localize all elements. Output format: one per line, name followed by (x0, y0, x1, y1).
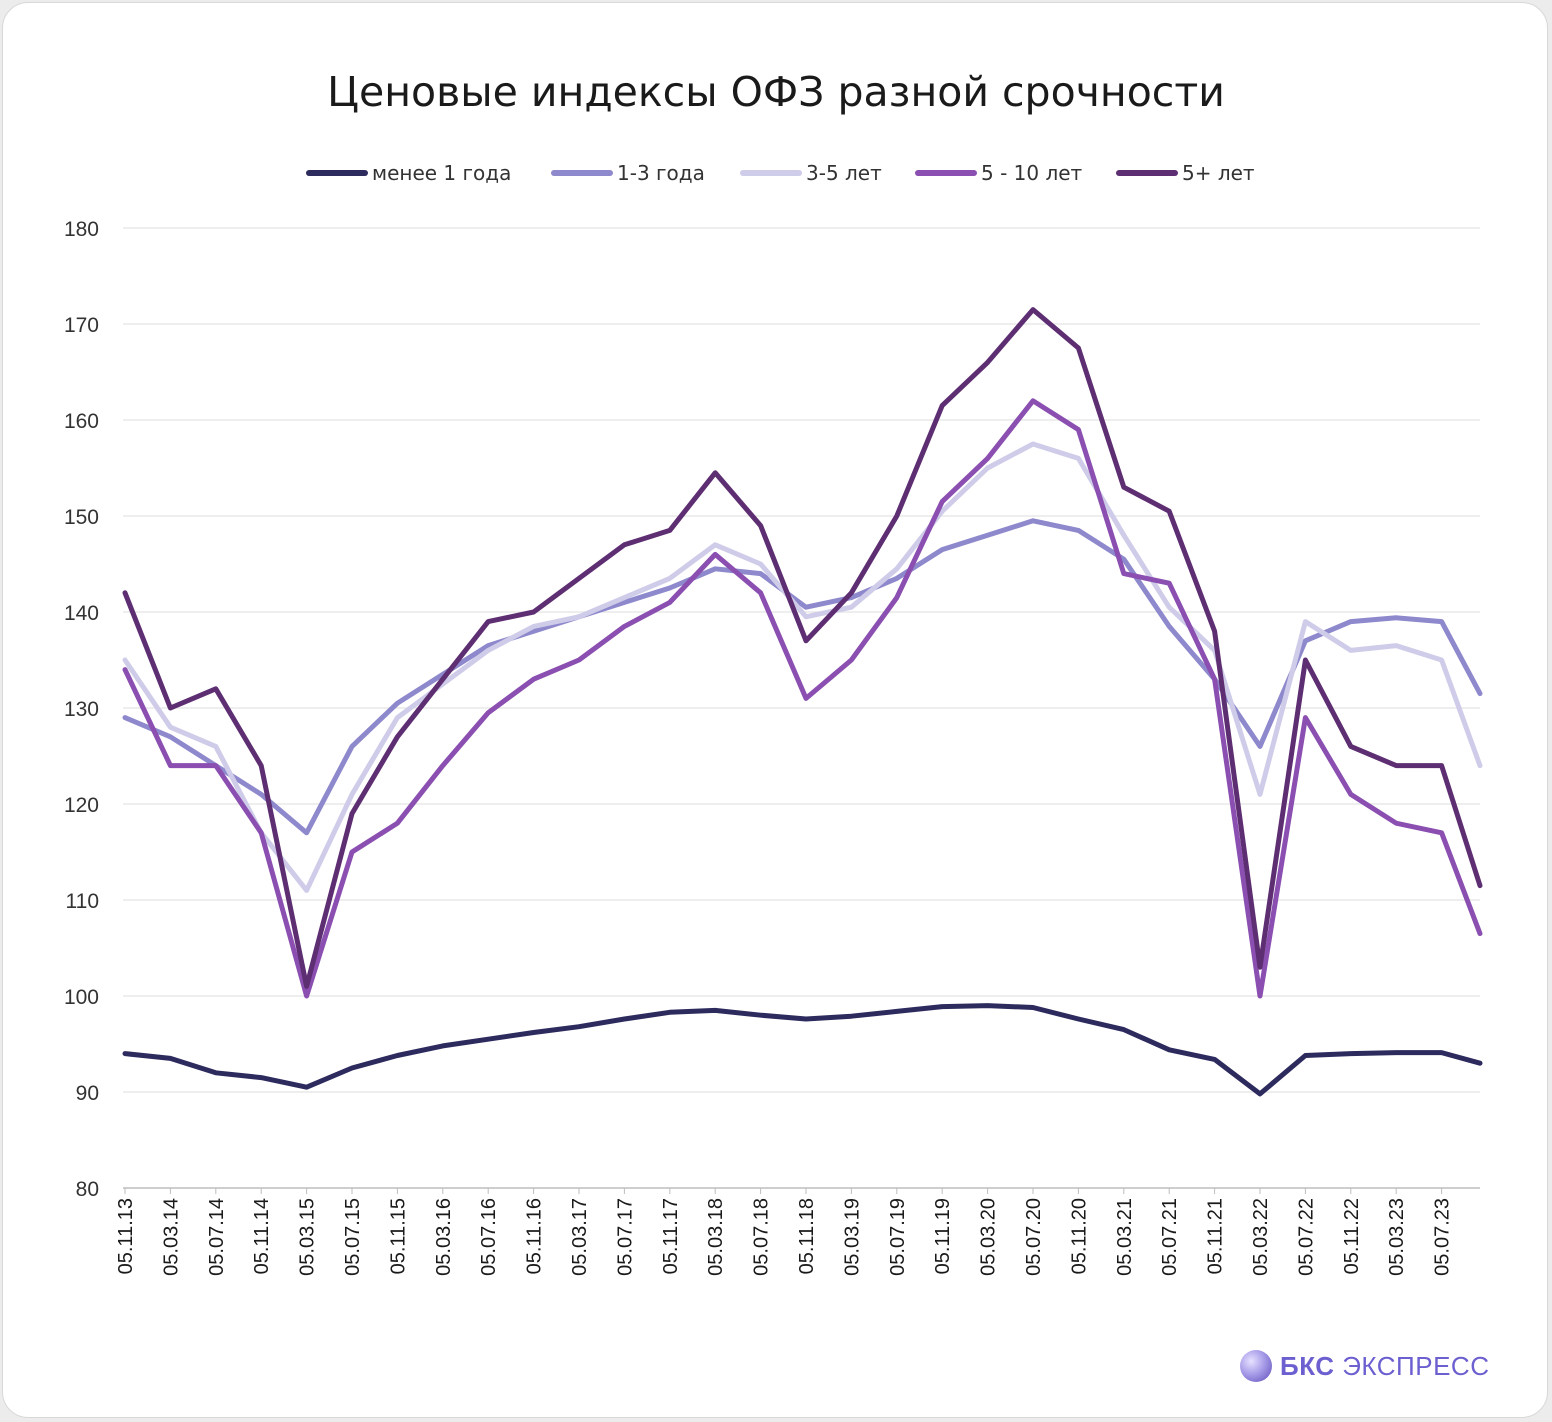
legend-swatch-s2 (740, 170, 802, 176)
x-tick-label: 05.07.18 (751, 1198, 773, 1276)
legend-item-s3: 5 - 10 лет (915, 158, 1082, 188)
legend-label-s4: 5+ лет (1182, 161, 1255, 185)
y-tick-label: 180 (64, 218, 99, 241)
x-tick-label: 05.07.15 (342, 1198, 364, 1276)
x-tick-label: 05.03.17 (569, 1198, 591, 1276)
brand-logo: БКС ЭКСПРЕСС (1240, 1348, 1489, 1384)
x-tick-label: 05.03.15 (297, 1198, 319, 1276)
x-tick-label: 05.03.22 (1250, 1198, 1272, 1276)
series-lines (122, 307, 1483, 1097)
y-tick-label: 160 (64, 410, 99, 433)
legend-item-s0: менее 1 года (306, 158, 511, 188)
y-tick-label: 130 (64, 698, 99, 721)
series-line-s3 (122, 398, 1483, 999)
y-tick-label: 90 (76, 1082, 99, 1105)
x-tick-label: 05.07.17 (614, 1198, 636, 1276)
y-axis-ticks: 80 90 100 110 120 130 140 150 160 170 180 (64, 218, 99, 1201)
x-tick-label: 05.03.20 (978, 1198, 1000, 1276)
series-line-s2 (122, 441, 1483, 893)
legend-item-s2: 3-5 лет (740, 158, 882, 188)
bcs-logo-icon (1240, 1350, 1272, 1382)
x-tick-label: 05.11.18 (796, 1198, 818, 1274)
x-tick-label: 05.11.19 (932, 1198, 954, 1274)
legend-label-s0: менее 1 года (372, 161, 512, 185)
legend-swatch-s4 (1116, 170, 1178, 176)
x-tick-label: 05.03.19 (841, 1198, 863, 1276)
y-tick-label: 150 (64, 506, 99, 529)
x-tick-label: 05.11.14 (251, 1198, 273, 1274)
x-tick-label: 05.11.22 (1341, 1198, 1363, 1274)
x-tick-label: 05.11.15 (387, 1198, 409, 1274)
y-tick-label: 100 (64, 986, 99, 1009)
x-tick-label: 05.11.20 (1068, 1198, 1090, 1274)
brand-name: БКС ЭКСПРЕСС (1280, 1351, 1489, 1382)
legend-swatch-s1 (551, 170, 613, 176)
y-tick-label: 140 (64, 602, 99, 625)
x-axis-ticks: 05.11.13 05.03.14 05.07.14 05.11.14 05.03.15… (115, 1188, 1454, 1276)
x-tick-label: 05.07.22 (1295, 1198, 1317, 1276)
x-tick-label: 05.11.13 (115, 1198, 137, 1274)
brand-name-rest: ЭКСПРЕСС (1342, 1350, 1490, 1381)
legend-label-s2: 3-5 лет (806, 161, 882, 185)
legend-label-s3: 5 - 10 лет (981, 161, 1083, 185)
legend-swatch-s0 (306, 170, 368, 176)
x-tick-label: 05.07.14 (206, 1198, 228, 1276)
x-tick-label: 05.07.20 (1023, 1198, 1045, 1276)
legend-item-s4: 5+ лет (1116, 158, 1255, 188)
y-tick-label: 80 (76, 1178, 99, 1201)
y-tick-label: 170 (64, 314, 99, 337)
x-tick-label: 05.03.21 (1114, 1198, 1136, 1276)
y-tick-label: 120 (64, 794, 99, 817)
x-tick-label: 05.07.19 (887, 1198, 909, 1276)
x-tick-label: 05.03.18 (705, 1198, 727, 1276)
x-tick-label: 05.11.16 (524, 1198, 546, 1274)
legend-item-s1: 1-3 года (551, 158, 705, 188)
legend-swatch-s3 (915, 170, 977, 176)
brand-name-strong: БКС (1280, 1350, 1335, 1381)
x-tick-label: 05.03.16 (433, 1198, 455, 1276)
x-tick-label: 05.11.17 (660, 1198, 682, 1274)
x-tick-label: 05.07.16 (478, 1198, 500, 1276)
chart-legend: менее 1 года 1-3 года 3-5 лет 5 - 10 лет… (0, 158, 1552, 188)
x-tick-label: 05.03.23 (1386, 1198, 1408, 1276)
x-tick-label: 05.07.21 (1159, 1198, 1181, 1276)
y-tick-label: 110 (66, 890, 99, 913)
chart-title: Ценовые индексы ОФЗ разной срочности (327, 68, 1225, 116)
legend-label-s1: 1-3 года (617, 161, 705, 185)
x-tick-label: 05.11.21 (1205, 1198, 1227, 1274)
series-line-s0 (122, 1003, 1483, 1097)
x-tick-label: 05.07.23 (1432, 1198, 1454, 1276)
series-line-s4 (122, 307, 1483, 989)
series-line-s1 (122, 518, 1483, 836)
x-tick-label: 05.03.14 (160, 1198, 182, 1276)
